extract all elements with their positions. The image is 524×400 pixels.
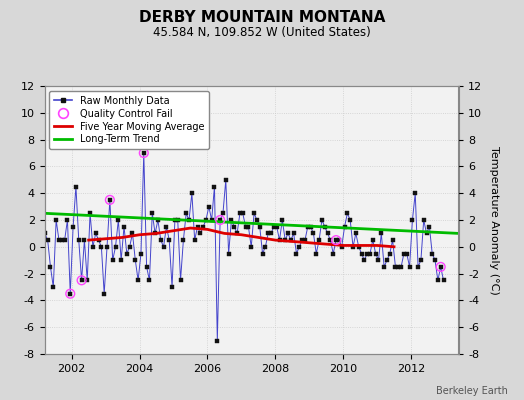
- Point: [436, 264, 445, 270]
- Point: [66, 290, 74, 297]
- Text: 45.584 N, 109.852 W (United States): 45.584 N, 109.852 W (United States): [153, 26, 371, 39]
- Point: [216, 217, 224, 223]
- Point: [78, 277, 86, 284]
- Legend: Raw Monthly Data, Quality Control Fail, Five Year Moving Average, Long-Term Tren: Raw Monthly Data, Quality Control Fail, …: [49, 91, 209, 149]
- Point: [139, 150, 148, 156]
- Text: Berkeley Earth: Berkeley Earth: [436, 386, 508, 396]
- Y-axis label: Temperature Anomaly (°C): Temperature Anomaly (°C): [489, 146, 499, 294]
- Point: [106, 197, 114, 203]
- Text: DERBY MOUNTAIN MONTANA: DERBY MOUNTAIN MONTANA: [139, 10, 385, 25]
- Point: [332, 237, 340, 243]
